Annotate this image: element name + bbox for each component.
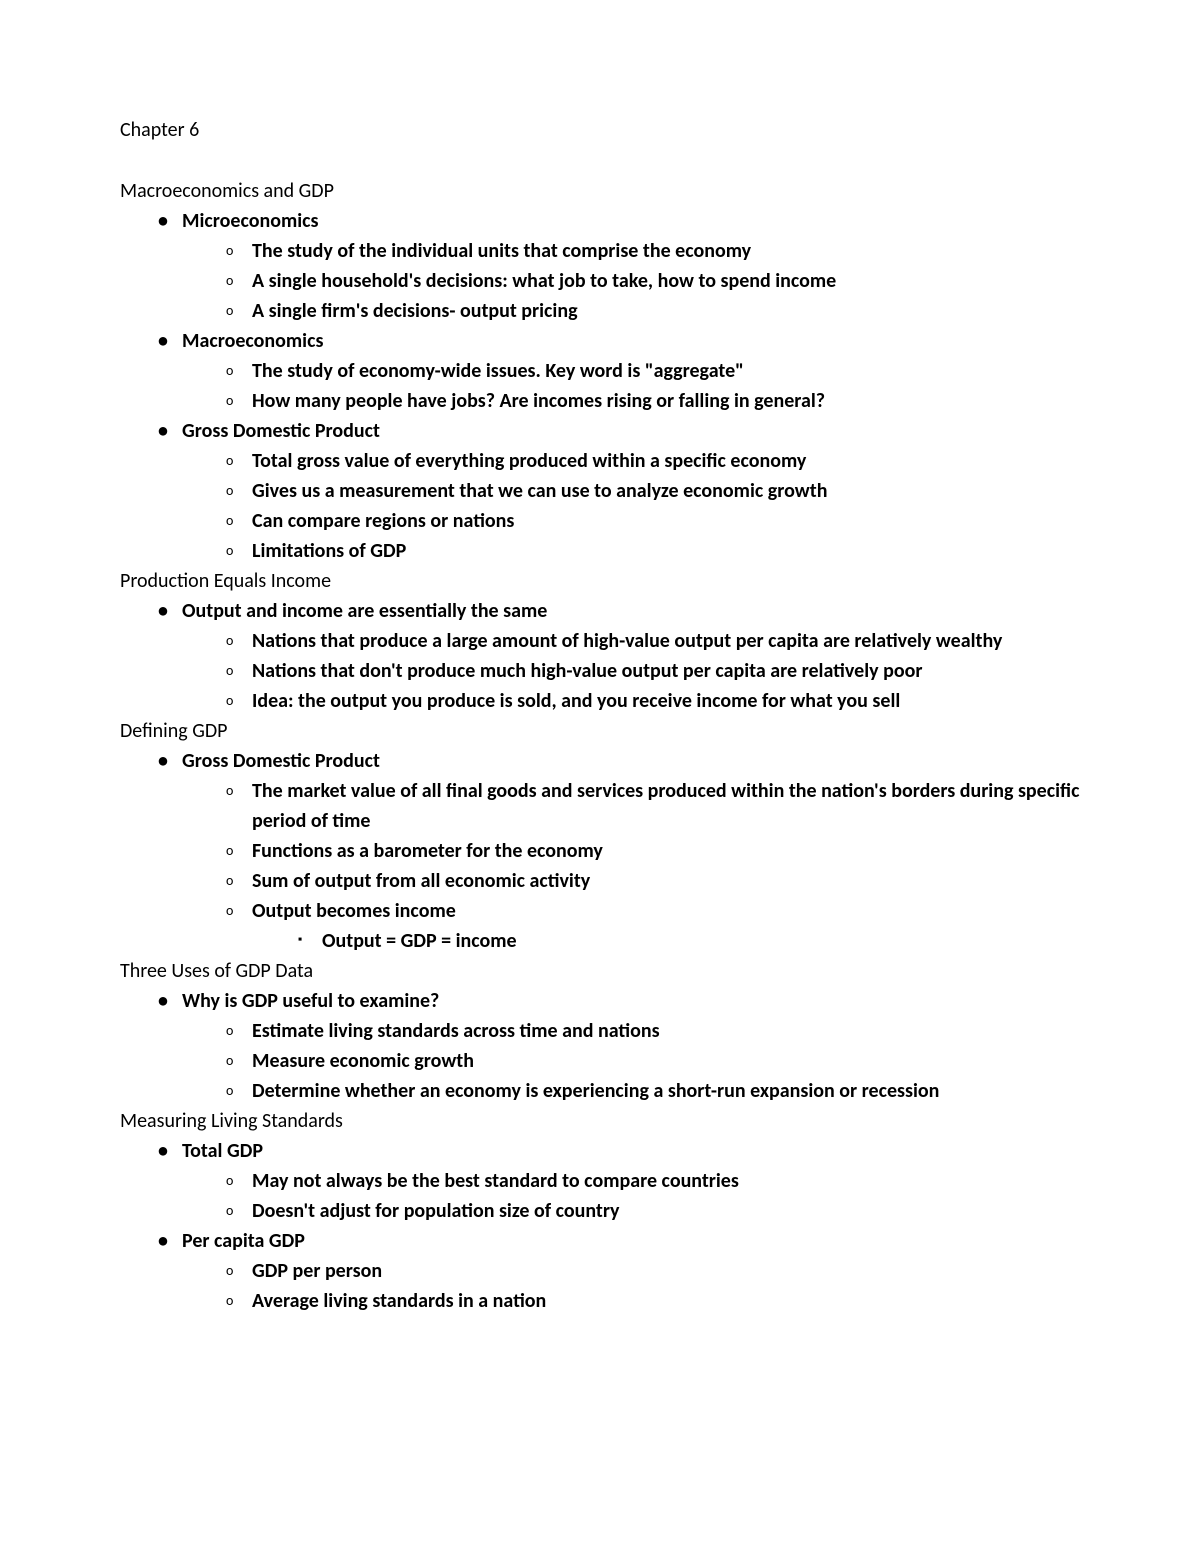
list-item: The market value of all final goods and … (252, 776, 1080, 836)
list-item: Microeconomics The study of the individua… (182, 206, 1080, 326)
list-item-text: Sum of output from all economic activity (252, 869, 590, 893)
list-item: Measure economic growth (252, 1046, 1080, 1076)
list-item: A single household's decisions: what job… (252, 266, 1080, 296)
list-item: Gross Domestic Product The market value o… (182, 746, 1080, 956)
list-item-text: Output = GDP = income (322, 929, 517, 953)
list-item-text: Nations that don't produce much high-val… (252, 659, 922, 683)
list-item: Macroeconomics The study of economy-wide … (182, 326, 1080, 416)
list-item-text: Per capita GDP (182, 1229, 305, 1253)
list-item-text: Gives us a measurement that we can use t… (252, 479, 827, 503)
list-level-2: The study of economy-wide issues. Key wo… (182, 356, 1080, 416)
list-item-text: Output becomes income (252, 899, 456, 923)
list-item-text: Gross Domestic Product (182, 419, 380, 443)
document-page: Chapter 6 Macroeconomics and GDPMicroeco… (0, 0, 1200, 1553)
list-item: Output = GDP = income (322, 926, 1080, 956)
list-level-1: Total GDP May not always be the best stan… (120, 1136, 1080, 1316)
section-heading: Measuring Living Standards (120, 1106, 1080, 1136)
list-item: May not always be the best standard to c… (252, 1166, 1080, 1196)
list-item-text: Determine whether an economy is experien… (252, 1079, 939, 1103)
list-level-1: Output and income are essentially the sa… (120, 596, 1080, 716)
list-level-2: GDP per person Average living standards i… (182, 1256, 1080, 1316)
list-level-2: Total gross value of everything produced… (182, 446, 1080, 566)
list-item-text: May not always be the best standard to c… (252, 1169, 739, 1193)
list-item: Output becomes income Output = GDP = inco… (252, 896, 1080, 956)
list-item-text: GDP per person (252, 1259, 382, 1283)
list-item-text: How many people have jobs? Are incomes r… (252, 389, 825, 413)
list-item-text: A single firm's decisions- output pricin… (252, 299, 578, 323)
list-item-text: The market value of all final goods and … (252, 779, 1079, 833)
outline-root: Macroeconomics and GDP Microeconomics The … (120, 176, 1080, 1316)
list-level-2: Estimate living standards across time an… (182, 1016, 1080, 1106)
list-item: Determine whether an economy is experien… (252, 1076, 1080, 1106)
list-item: Idea: the output you produce is sold, an… (252, 686, 1080, 716)
section-heading: Macroeconomics and GDP (120, 176, 1080, 206)
list-item-text: Macroeconomics (182, 329, 323, 353)
list-item: Why is GDP useful to examine? Estimate li… (182, 986, 1080, 1106)
list-level-3: Output = GDP = income (252, 926, 1080, 956)
list-item: Total GDP May not always be the best stan… (182, 1136, 1080, 1226)
list-level-2: Nations that produce a large amount of h… (182, 626, 1080, 716)
list-item: Gives us a measurement that we can use t… (252, 476, 1080, 506)
list-item: Doesn't adjust for population size of co… (252, 1196, 1080, 1226)
list-item: Sum of output from all economic activity (252, 866, 1080, 896)
list-item-text: Doesn't adjust for population size of co… (252, 1199, 620, 1223)
list-item: The study of the individual units that c… (252, 236, 1080, 266)
list-item: Gross Domestic Product Total gross value … (182, 416, 1080, 566)
list-item-text: Gross Domestic Product (182, 749, 380, 773)
list-item: Limitations of GDP (252, 536, 1080, 566)
list-item-text: Can compare regions or nations (252, 509, 514, 533)
list-item: Output and income are essentially the sa… (182, 596, 1080, 716)
list-item-text: Measure economic growth (252, 1049, 474, 1073)
list-item-text: The study of economy-wide issues. Key wo… (252, 359, 744, 383)
list-item-text: Limitations of GDP (252, 539, 406, 563)
list-item: Estimate living standards across time an… (252, 1016, 1080, 1046)
list-level-1: Why is GDP useful to examine? Estimate li… (120, 986, 1080, 1106)
list-item: Functions as a barometer for the economy (252, 836, 1080, 866)
list-item: GDP per person (252, 1256, 1080, 1286)
list-item: Total gross value of everything produced… (252, 446, 1080, 476)
list-item: Can compare regions or nations (252, 506, 1080, 536)
list-level-2: The study of the individual units that c… (182, 236, 1080, 326)
list-item-text: Estimate living standards across time an… (252, 1019, 660, 1043)
list-item-text: Functions as a barometer for the economy (252, 839, 603, 863)
list-item: How many people have jobs? Are incomes r… (252, 386, 1080, 416)
list-item: The study of economy-wide issues. Key wo… (252, 356, 1080, 386)
list-item-text: Nations that produce a large amount of h… (252, 629, 1002, 653)
section-heading: Defining GDP (120, 716, 1080, 746)
chapter-title: Chapter 6 (120, 118, 1080, 142)
list-item: Nations that don't produce much high-val… (252, 656, 1080, 686)
list-item-text: The study of the individual units that c… (252, 239, 751, 263)
list-item-text: Average living standards in a nation (252, 1289, 546, 1313)
list-item-text: Why is GDP useful to examine? (182, 989, 439, 1013)
section-heading: Three Uses of GDP Data (120, 956, 1080, 986)
list-item-text: Total gross value of everything produced… (252, 449, 806, 473)
list-item-text: Total GDP (182, 1139, 263, 1163)
list-level-1: Microeconomics The study of the individua… (120, 206, 1080, 566)
list-item-text: Output and income are essentially the sa… (182, 599, 547, 623)
list-item-text: A single household's decisions: what job… (252, 269, 836, 293)
list-item: A single firm's decisions- output pricin… (252, 296, 1080, 326)
list-item-text: Microeconomics (182, 209, 318, 233)
list-item: Per capita GDP GDP per person Average livi… (182, 1226, 1080, 1316)
list-item: Average living standards in a nation (252, 1286, 1080, 1316)
list-level-2: The market value of all final goods and … (182, 776, 1080, 956)
list-level-1: Gross Domestic Product The market value o… (120, 746, 1080, 956)
list-level-2: May not always be the best standard to c… (182, 1166, 1080, 1226)
section-heading: Production Equals Income (120, 566, 1080, 596)
list-item: Nations that produce a large amount of h… (252, 626, 1080, 656)
list-item-text: Idea: the output you produce is sold, an… (252, 689, 900, 713)
